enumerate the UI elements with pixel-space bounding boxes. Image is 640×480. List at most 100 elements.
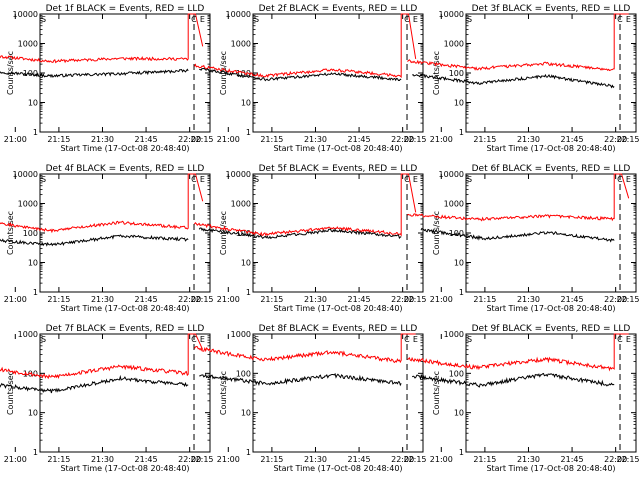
x-tick-label: 21:00: [4, 295, 27, 304]
panel-det4f: Det 4f BLACK = Events, RED = LLD 1 10 100 10…: [0, 164, 214, 313]
y-tick-label: 1000: [444, 330, 464, 339]
x-tick-label: 21:45: [348, 295, 371, 304]
panel-title: Det 2f BLACK = Events, RED = LLD: [259, 4, 418, 14]
series-lld: [407, 173, 630, 222]
x-tick-label: 21:45: [135, 455, 158, 464]
marker-c: C: [191, 15, 197, 24]
marker-e: E: [200, 175, 205, 184]
y-axis-label: Counts/sec: [432, 371, 441, 415]
y-axis-label: Counts/sec: [6, 371, 15, 415]
x-tick-label: 21:00: [217, 135, 240, 144]
marker-c: C: [191, 175, 197, 184]
y-axis-label: Counts/sec: [432, 51, 441, 95]
marker-e: E: [413, 175, 418, 184]
y-tick-label: 10000: [13, 10, 38, 19]
y-tick-label: 1: [459, 448, 464, 457]
y-tick-label: 100: [449, 69, 464, 78]
x-tick-label: 21:15: [260, 135, 283, 144]
plot-frame: [39, 13, 211, 133]
panel-title: Det 1f BLACK = Events, RED = LLD: [46, 4, 205, 14]
panel-det8f: Det 8f BLACK = Events, RED = LLD 1 10 100 10…: [193, 324, 427, 473]
x-axis-label: Start Time (17-Oct-08 20:48:40): [486, 464, 615, 473]
y-tick-label: 1: [459, 288, 464, 297]
series-events: [411, 372, 615, 388]
x-tick-label: 21:00: [217, 295, 240, 304]
panel-det5f: Det 5f BLACK = Events, RED = LLD11010010…: [193, 164, 427, 313]
panel-det6f: Det 6f BLACK = Events, RED = LLD11010010…: [407, 164, 640, 313]
x-tick-label: 21:45: [135, 135, 158, 144]
y-tick-label: 1: [33, 448, 38, 457]
marker-c: C: [191, 335, 197, 344]
y-tick-label: 1000: [18, 200, 38, 209]
marker-s: S: [254, 15, 259, 24]
marker-c: C: [617, 335, 623, 344]
plot-frame: [465, 13, 637, 133]
x-tick-label: 22:00: [178, 295, 201, 304]
plot-frame: [465, 333, 637, 453]
y-tick-label: 1: [246, 288, 251, 297]
panel-det3f: Det 3f BLACK = Events, RED = LLD 1 10 100 10…: [407, 4, 640, 153]
y-tick-label: 10: [28, 259, 38, 268]
y-tick-label: 1000: [18, 330, 38, 339]
y-tick-label: 10: [241, 409, 251, 418]
x-tick-label: 21:30: [517, 135, 540, 144]
y-tick-label: 10000: [226, 10, 251, 19]
series-events: [0, 68, 189, 78]
panel-det7f: Det 7f BLACK = Events, RED = LLD11010010…: [0, 324, 214, 473]
series-lld: [0, 13, 204, 64]
panel-title: Det 5f BLACK = Events, RED = LLD: [259, 164, 418, 174]
x-tick-label: 22:00: [391, 295, 414, 304]
marker-c: C: [404, 335, 410, 344]
y-tick-label: 1000: [231, 200, 251, 209]
y-tick-label: 1: [246, 128, 251, 137]
panel-title: Det 4f BLACK = Events, RED = LLD: [46, 164, 205, 174]
y-tick-label: 1000: [18, 40, 38, 49]
x-tick-label: 22:00: [604, 135, 627, 144]
panel-det2f: Det 2f BLACK = Events, RED = LLD 1 10 100 10…: [193, 4, 427, 153]
series-events: [0, 374, 189, 394]
y-tick-label: 1: [33, 128, 38, 137]
panel-title: Det 3f BLACK = Events, RED = LLD: [472, 4, 631, 14]
panel-det9f: Det 9f BLACK = Events, RED = LLD 1 10 100 10…: [407, 324, 640, 473]
y-tick-label: 10000: [13, 170, 38, 179]
series-events: [199, 372, 402, 387]
y-tick-label: 100: [236, 369, 251, 378]
y-tick-label: 10000: [439, 170, 464, 179]
series-events: [199, 67, 402, 82]
marker-s: S: [41, 175, 46, 184]
panel-title: Det 9f BLACK = Events, RED = LLD: [472, 324, 631, 334]
x-axis-label: Start Time (17-Oct-08 20:48:40): [273, 304, 402, 313]
x-tick-label: 22:15: [616, 455, 639, 464]
marker-e: E: [626, 15, 631, 24]
marker-s: S: [41, 15, 46, 24]
x-axis-label: Start Time (17-Oct-08 20:48:40): [60, 304, 189, 313]
plot-frame: [252, 333, 424, 453]
y-tick-label: 10: [241, 259, 251, 268]
x-tick-label: 21:30: [517, 295, 540, 304]
marker-c: C: [404, 175, 410, 184]
marker-s: S: [467, 335, 472, 344]
y-tick-label: 100: [449, 369, 464, 378]
y-tick-label: 10: [454, 99, 464, 108]
y-tick-label: 100: [23, 229, 38, 238]
y-tick-label: 10: [454, 409, 464, 418]
x-axis-label: Start Time (17-Oct-08 20:48:40): [486, 304, 615, 313]
x-tick-label: 21:00: [4, 135, 27, 144]
y-tick-label: 10000: [226, 170, 251, 179]
marker-e: E: [626, 335, 631, 344]
series-lld: [407, 13, 629, 72]
x-tick-label: 22:00: [604, 295, 627, 304]
x-tick-label: 21:45: [561, 295, 584, 304]
x-axis-label: Start Time (17-Oct-08 20:48:40): [60, 464, 189, 473]
y-tick-label: 10000: [439, 10, 464, 19]
y-tick-label: 1000: [231, 330, 251, 339]
x-tick-label: 21:00: [430, 295, 453, 304]
y-tick-label: 10: [28, 99, 38, 108]
x-tick-label: 21:30: [91, 295, 114, 304]
y-axis-label: Counts/sec: [219, 51, 228, 95]
y-tick-label: 1: [246, 448, 251, 457]
x-tick-label: 21:45: [561, 135, 584, 144]
panel-title: Det 6f BLACK = Events, RED = LLD: [472, 164, 631, 174]
y-tick-label: 1: [33, 288, 38, 297]
